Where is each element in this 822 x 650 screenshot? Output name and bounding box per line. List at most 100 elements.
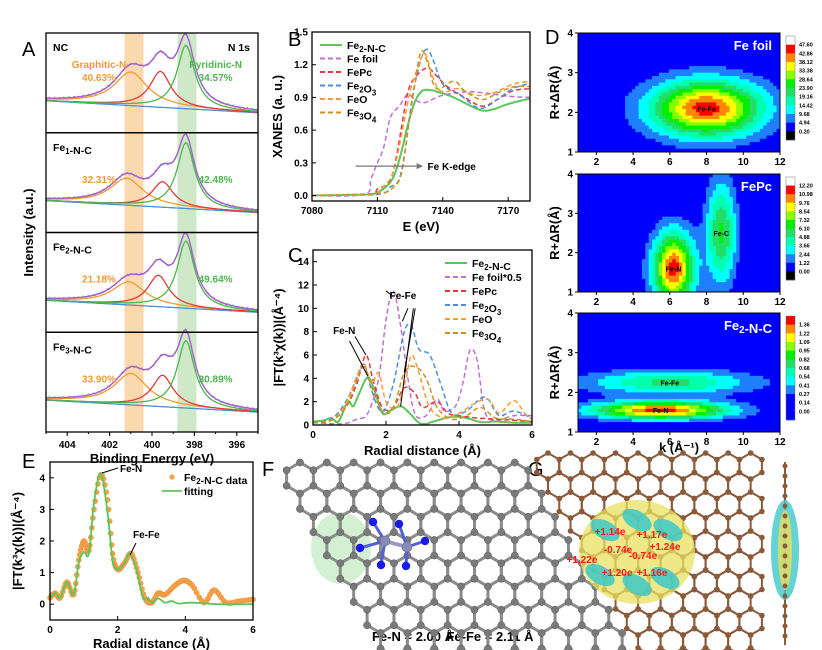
heat-cell [658, 79, 663, 83]
heat-cell [598, 385, 602, 390]
heat-cell [716, 79, 720, 83]
heat-cell [648, 109, 653, 113]
heat-cell [611, 382, 616, 387]
heat-cell [739, 82, 744, 87]
heat-cell [618, 223, 623, 227]
heat-cell [689, 46, 693, 50]
heat-cell [588, 219, 592, 224]
heat-cell [631, 75, 636, 80]
heat-cell [685, 109, 690, 113]
heat-cell [655, 99, 660, 103]
heat-cell [628, 92, 633, 97]
heat-cell [584, 216, 589, 221]
panel-label-a: A [22, 39, 36, 61]
heat-cell [621, 213, 626, 218]
heat-cell [598, 132, 602, 136]
heat-cell [608, 180, 613, 185]
heat-cell [682, 193, 687, 198]
heat-cell [746, 269, 751, 273]
heat-cell [759, 33, 764, 37]
heat-cell [615, 132, 619, 136]
heat-cell [732, 82, 737, 87]
heat-cell [598, 418, 602, 423]
heat-cell [753, 252, 757, 257]
heat-cell [652, 219, 656, 224]
heat-cell [672, 118, 677, 123]
heat-cell [692, 72, 697, 77]
heat-cell [682, 75, 687, 80]
heat-cell [695, 138, 700, 143]
heat-cell [699, 82, 703, 87]
heat-cell [625, 95, 629, 100]
heat-cell [679, 282, 683, 286]
heat-cell [719, 242, 724, 247]
heat-cell [611, 365, 616, 370]
heat-cell [773, 285, 778, 290]
heat-cell [662, 275, 666, 280]
series-line-fe2nc [311, 88, 531, 197]
heat-cell [776, 275, 781, 280]
heat-cell [581, 180, 586, 185]
heat-cell [675, 49, 680, 54]
heat-cell [722, 285, 727, 290]
colorbar-label: 19.16 [799, 95, 813, 101]
heat-cell [722, 56, 727, 60]
heat-cell [598, 322, 602, 327]
heat-cell [618, 109, 623, 113]
heat-cell [736, 118, 740, 123]
heat-cell [668, 109, 673, 113]
heat-cell [672, 196, 677, 201]
heat-cell [702, 252, 707, 257]
heat-cell [705, 142, 710, 146]
heat-cell [732, 56, 737, 60]
heat-cell [685, 259, 690, 263]
heat-cell [658, 39, 663, 44]
heat-cell [638, 210, 643, 214]
heat-cell [601, 183, 606, 188]
heat-cell [604, 122, 609, 126]
heat-cell [716, 89, 720, 93]
heat-cell [736, 285, 740, 290]
heat-cell [608, 249, 613, 254]
heat-cell [591, 398, 596, 403]
heat-cell [594, 352, 599, 357]
heat-cell [628, 183, 633, 188]
heat-cell [716, 262, 720, 267]
heat-cell [685, 223, 690, 227]
heat-cell [763, 62, 767, 67]
heat-cell [588, 132, 592, 136]
heat-cell [736, 102, 740, 107]
heat-cell [621, 269, 626, 273]
heat-cell [702, 278, 707, 283]
heat-cell [759, 138, 764, 143]
heat-cell [689, 95, 693, 100]
heat-cell [578, 382, 582, 387]
heat-cell [716, 190, 720, 195]
heat-cell [604, 246, 609, 250]
heat-cell [584, 118, 589, 123]
heat-cell [591, 145, 596, 150]
heat-cell [702, 82, 707, 87]
heat-cell [702, 180, 707, 185]
heat-cell [601, 200, 606, 204]
heat-cell [628, 138, 633, 143]
heat-cell [584, 49, 589, 54]
heat-cell [578, 39, 582, 44]
heat-cell [594, 365, 599, 370]
heat-cell [611, 316, 616, 321]
legend-item: Fe foil [320, 54, 378, 66]
heat-cell [591, 200, 596, 204]
heat-cell [598, 282, 602, 286]
heat-cell [581, 62, 586, 67]
heat-cell [746, 56, 751, 60]
colorbar-label: 0.00 [799, 269, 810, 275]
y-tick-label: 6 [303, 351, 309, 362]
heat-cell [591, 352, 596, 357]
heat-cell [665, 89, 670, 93]
heat-cell [581, 355, 586, 360]
heat-cell [588, 148, 592, 153]
heat-cell [648, 39, 653, 44]
heat-cell [618, 72, 623, 77]
heat-cell [773, 236, 778, 240]
heat-cell [753, 278, 757, 283]
